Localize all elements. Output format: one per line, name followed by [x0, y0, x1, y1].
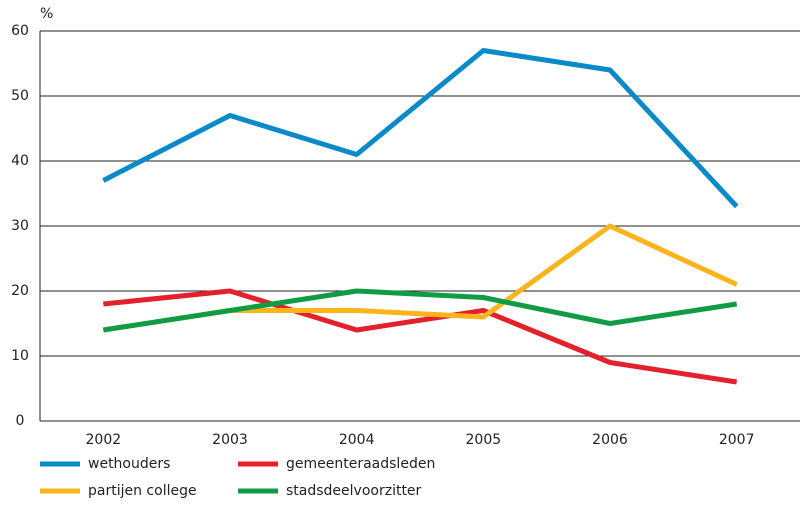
y-axis-label: % [40, 6, 53, 22]
x-tick-label: 2003 [212, 432, 248, 448]
legend-label: wethouders [88, 456, 170, 472]
y-tick-label: 40 [11, 153, 29, 169]
y-tick-label: 0 [16, 413, 25, 429]
x-tick-label: 2007 [719, 432, 755, 448]
y-tick-label: 20 [11, 283, 29, 299]
series-line [102, 288, 738, 333]
legend-label: stadsdeelvoorzitter [286, 483, 422, 499]
series-line [103, 288, 738, 385]
x-tick-label: 2004 [339, 432, 375, 448]
y-tick-label: 60 [11, 23, 29, 39]
x-tick-label: 2006 [592, 432, 628, 448]
x-tick-label: 2005 [466, 432, 502, 448]
y-tick-label: 50 [11, 88, 29, 104]
legend-label: partijen college [88, 483, 197, 499]
x-tick-label: 2002 [86, 432, 122, 448]
series-line [102, 48, 739, 209]
y-tick-label: 30 [11, 218, 29, 234]
y-tick-label: 10 [11, 348, 29, 364]
legend-label: gemeenteraadsleden [286, 456, 435, 472]
